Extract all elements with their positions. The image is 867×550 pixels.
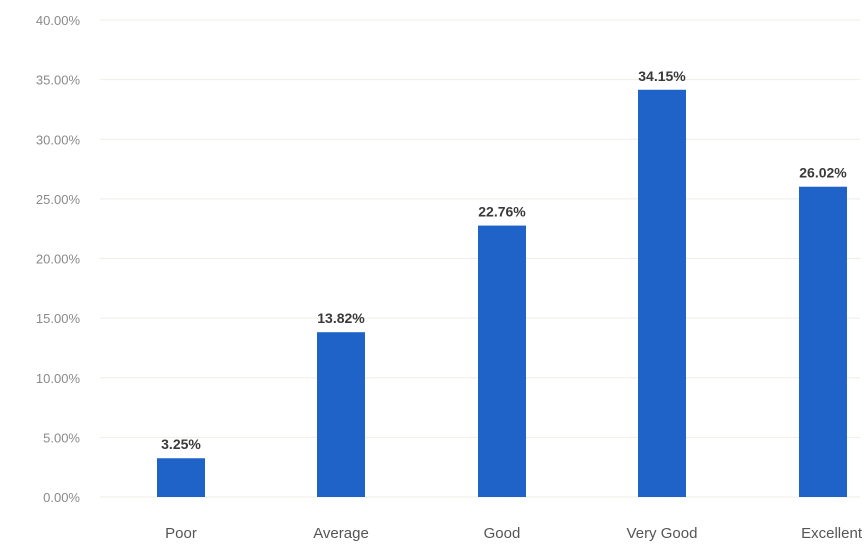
- x-category-label: Average: [313, 525, 369, 542]
- x-category-label: Excellent: [801, 525, 863, 542]
- bar: [799, 186, 847, 498]
- y-tick-label: 0.00%: [43, 490, 80, 505]
- x-category-label: Good: [484, 525, 521, 542]
- data-label: 22.76%: [478, 204, 526, 220]
- y-tick-label: 5.00%: [43, 430, 80, 445]
- x-category-label: Poor: [165, 525, 197, 542]
- y-tick-label: 20.00%: [36, 252, 81, 267]
- y-tick-label: 25.00%: [36, 192, 81, 207]
- bar: [638, 89, 686, 497]
- x-category-label: Very Good: [627, 525, 698, 542]
- bar: [478, 225, 526, 497]
- data-label: 13.82%: [317, 310, 365, 326]
- data-label: 26.02%: [799, 165, 847, 181]
- y-tick-label: 30.00%: [36, 132, 81, 147]
- bar: [157, 458, 205, 497]
- data-label: 3.25%: [161, 436, 201, 452]
- y-tick-label: 15.00%: [36, 311, 81, 326]
- y-tick-label: 35.00%: [36, 73, 81, 88]
- y-tick-label: 40.00%: [36, 13, 81, 28]
- y-tick-label: 10.00%: [36, 371, 81, 386]
- bar: [317, 332, 365, 497]
- data-label: 34.15%: [638, 68, 686, 84]
